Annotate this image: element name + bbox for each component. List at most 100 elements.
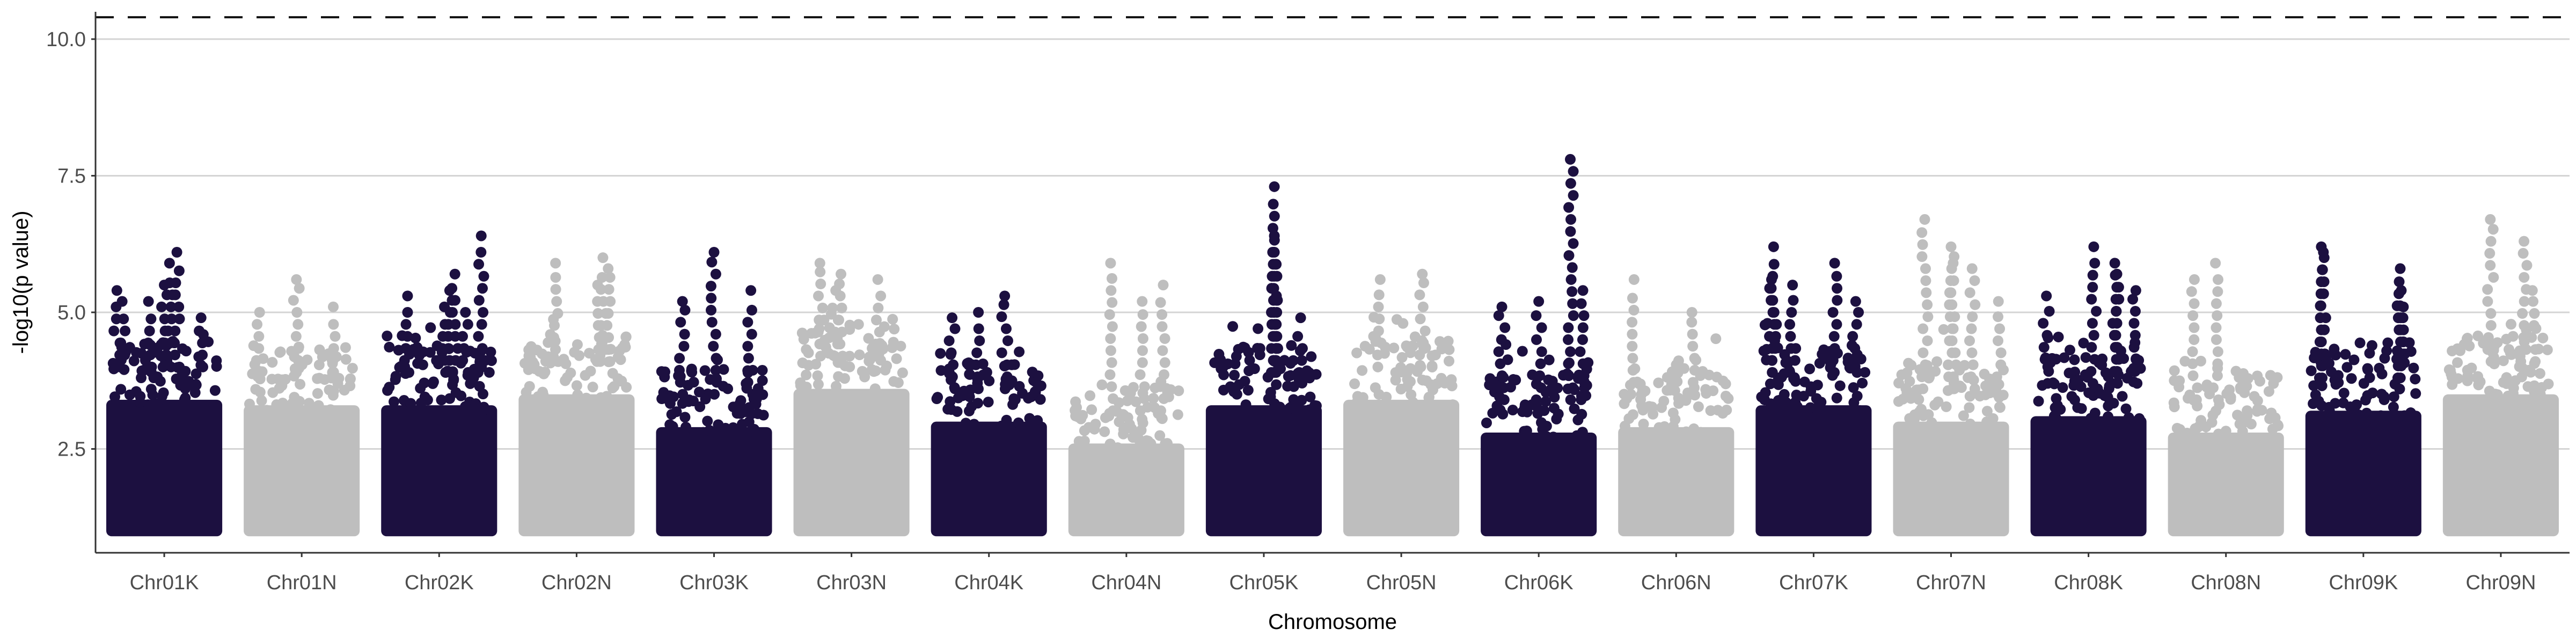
snp-point [1689, 364, 1700, 376]
snp-point [1159, 357, 1170, 368]
snp-point [1578, 310, 1590, 321]
snp-point [382, 331, 393, 342]
snp-point [1828, 331, 1840, 342]
snp-point [170, 349, 181, 361]
snp-point [675, 377, 686, 388]
snp-point [2087, 318, 2098, 329]
snp-point [2462, 370, 2473, 382]
snp-point [145, 349, 156, 361]
snp-point [1721, 405, 1732, 416]
snp-point [197, 338, 208, 349]
snp-point [1997, 390, 2009, 401]
snp-point [474, 355, 486, 366]
snp-point [832, 314, 844, 326]
snp-point [1920, 275, 1931, 286]
snp-point [889, 324, 900, 335]
snp-point [891, 353, 902, 364]
snp-point [870, 339, 881, 350]
snp-point [462, 319, 473, 330]
snp-point [2506, 349, 2517, 360]
snp-point [1014, 346, 1025, 357]
snp-peak-point [2519, 236, 2530, 247]
snp-point [835, 339, 846, 350]
snp-peak-point [2395, 263, 2406, 274]
snp-point [1980, 380, 1991, 391]
snp-point [1950, 347, 1961, 358]
snp-point [1831, 270, 1842, 282]
snp-point [474, 380, 485, 392]
snp-peak-point [111, 285, 122, 296]
snp-point [552, 356, 564, 367]
snp-point [1627, 328, 1638, 340]
snp-point [2200, 432, 2212, 443]
snp-point [1112, 442, 1123, 453]
snp-point [1948, 371, 1959, 383]
snp-point [1161, 438, 1173, 449]
x-tick-label: Chr03K [679, 572, 749, 594]
snp-point [1395, 367, 1407, 378]
snp-point [253, 343, 265, 354]
snp-point [1851, 319, 1862, 330]
snp-point [747, 389, 758, 400]
snp-point [449, 295, 460, 306]
x-tick-label: Chr05N [1366, 572, 1437, 594]
snp-point [1922, 311, 1934, 323]
snp-point [473, 259, 485, 270]
snp-point [2087, 269, 2098, 281]
snp-point [2388, 401, 2399, 413]
snp-point [312, 388, 323, 399]
snp-point [2319, 348, 2330, 360]
snp-point [1668, 375, 1679, 386]
snp-point [803, 360, 814, 371]
snp-peak-point [603, 263, 614, 274]
snp-point [1436, 343, 1447, 355]
snp-point [1279, 355, 1290, 366]
snp-point [1269, 319, 1280, 330]
snp-point [1085, 390, 1096, 401]
snp-point [2211, 405, 2222, 416]
snp-point [2498, 377, 2509, 388]
snp-point [1568, 190, 1579, 201]
snp-point [935, 365, 947, 376]
snp-peak-point [872, 274, 883, 285]
snp-point [1764, 331, 1775, 342]
snp-point [1565, 226, 1576, 237]
snp-point [288, 295, 299, 306]
snp-point [984, 375, 995, 386]
snp-point [2362, 363, 2373, 374]
snp-point [1447, 399, 1459, 411]
snp-point [197, 349, 208, 361]
snp-point [1096, 379, 1108, 391]
snp-point [1373, 325, 1384, 336]
snp-point [1269, 210, 1280, 222]
snp-point [252, 367, 263, 378]
snp-point [1827, 307, 1839, 318]
snp-point [728, 422, 739, 433]
snp-point [403, 367, 414, 378]
snp-point [949, 323, 961, 334]
snp-point [2399, 348, 2410, 360]
snp-point [1994, 323, 2006, 334]
snp-point [1137, 345, 1148, 356]
snp-point [2509, 375, 2521, 386]
snp-point [252, 319, 263, 330]
snp-point [1536, 322, 1547, 333]
snp-point [1419, 325, 1431, 336]
snp-point [1916, 251, 1928, 262]
snp-point [156, 391, 167, 402]
snp-peak-point [1137, 296, 1148, 307]
snp-point [2112, 342, 2123, 353]
snp-point [1847, 331, 1858, 342]
snp-point [2099, 390, 2110, 401]
snp-point [1543, 354, 1555, 365]
snp-point [2487, 224, 2499, 235]
snp-point [389, 396, 400, 407]
snp-point [2354, 337, 2366, 348]
snp-point [2308, 380, 2319, 391]
snp-point [1306, 351, 1317, 362]
snp-point [1213, 349, 1225, 360]
snp-point [1964, 287, 1975, 298]
snp-point [1114, 416, 1125, 427]
snp-point [1135, 369, 1146, 380]
snp-peak-point [449, 268, 460, 280]
